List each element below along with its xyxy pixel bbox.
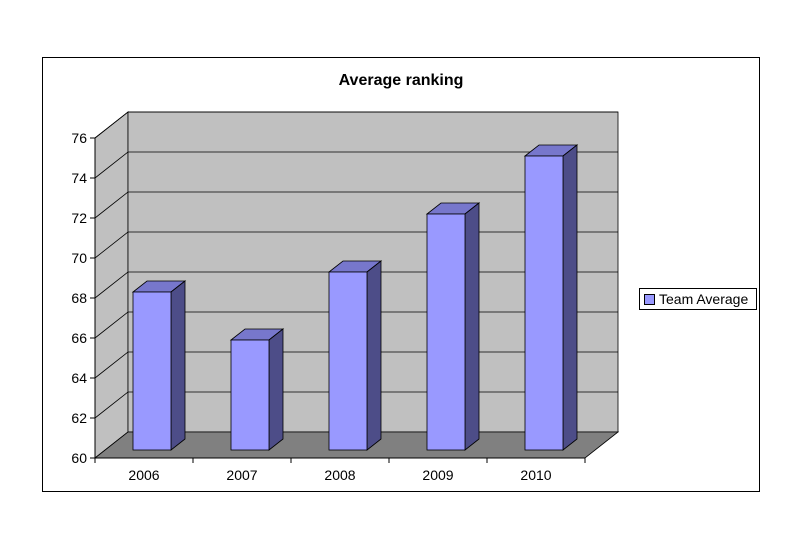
bar-2010: [523, 144, 579, 451]
bar-front: [230, 339, 270, 451]
bar-front: [132, 291, 172, 451]
bar-2008: [327, 260, 383, 451]
legend: Team Average: [639, 288, 757, 310]
axes: [90, 137, 586, 463]
x-tick-label: 2006: [128, 467, 159, 483]
y-tick-label: 62: [71, 410, 87, 426]
y-tick-label: 64: [71, 370, 87, 386]
y-tick-label: 72: [71, 210, 87, 226]
bar-side: [366, 260, 382, 451]
gridline: [94, 191, 618, 219]
plot-area: 60 62 64 66 68 70 72 74 76 2006 2007 2008 2009 2010: [71, 111, 620, 483]
bar-side: [464, 202, 480, 451]
bar-2007: [229, 328, 285, 451]
x-tick-label: 2009: [422, 467, 453, 483]
y-tick-label: 60: [71, 450, 87, 466]
x-tick-label: 2010: [520, 467, 551, 483]
bar-front: [328, 271, 368, 451]
bar-side: [170, 280, 186, 451]
bar-2006: [131, 280, 187, 451]
bar-side: [268, 328, 284, 451]
legend-swatch: [644, 293, 655, 305]
bar-2009: [425, 202, 481, 451]
gridline: [94, 111, 618, 139]
y-tick-label: 70: [71, 250, 87, 266]
legend-label: Team Average: [659, 291, 749, 307]
y-tick-label: 66: [71, 330, 87, 346]
y-axis-labels: 60 62 64 66 68 70 72 74 76: [71, 130, 87, 466]
bar-side: [562, 144, 578, 451]
x-tick-label: 2007: [226, 467, 257, 483]
x-axis-labels: 2006 2007 2008 2009 2010: [128, 467, 551, 483]
chart-area: Average ranking 60 62 64 66 68 70 72 74 76 2006 2…: [42, 57, 760, 492]
y-tick-label: 76: [71, 130, 87, 146]
bar-front: [524, 155, 564, 451]
chart-title: Average ranking: [338, 72, 464, 89]
gridline: [94, 151, 618, 179]
y-tick-label: 74: [71, 170, 87, 186]
x-tick-label: 2008: [324, 467, 355, 483]
bars: [131, 144, 579, 451]
y-tick-label: 68: [71, 290, 87, 306]
bar-front: [426, 213, 466, 451]
